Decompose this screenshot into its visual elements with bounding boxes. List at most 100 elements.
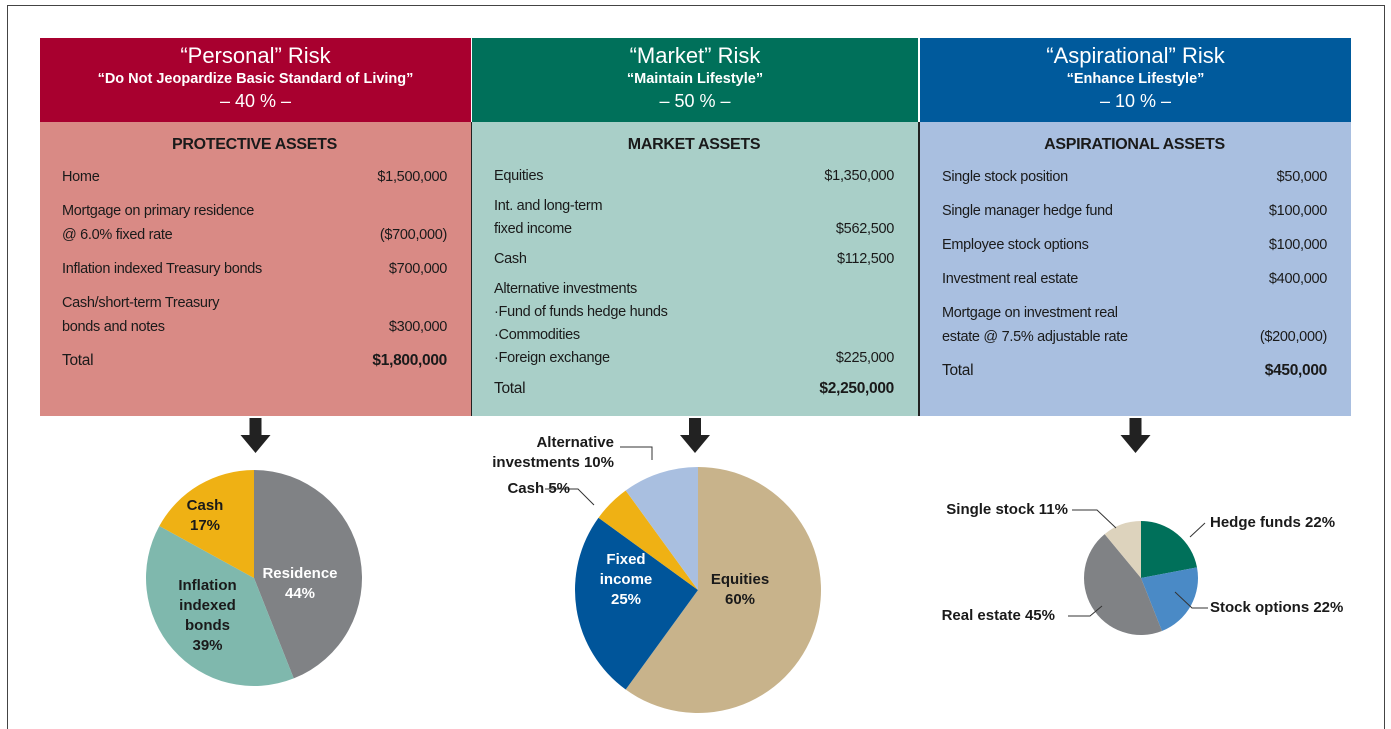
asset-label: Int. and long-term: [494, 198, 603, 214]
asset-label: Employee stock options: [942, 237, 1089, 253]
asset-row: Investment real estate $400,000: [942, 267, 1327, 301]
asset-value: $450,000: [1264, 362, 1328, 379]
asset-label-block: Alternative investments ·Fund of funds he…: [494, 278, 668, 370]
asset-value: $112,500: [836, 251, 894, 267]
leader-line: [1189, 522, 1206, 538]
asset-label-block: Investment real estate: [942, 267, 1078, 291]
slice-name: Cash: [186, 497, 224, 514]
slice-percent: 10%: [583, 454, 614, 471]
asset-label-block: Total: [494, 377, 526, 400]
leader-line: [1072, 509, 1117, 529]
pie-slice: [1141, 521, 1197, 578]
pie-slice: [254, 470, 362, 679]
asset-row: Total $2,250,000: [494, 377, 894, 407]
arrow-head: [680, 435, 710, 453]
arrow-shaft: [689, 418, 701, 436]
leader-line: [1174, 591, 1208, 609]
asset-value: $50,000: [1276, 169, 1328, 185]
slice-name: Hedge funds: [1210, 514, 1301, 531]
slice-percent: 25%: [610, 591, 642, 608]
slice-name: Single stock: [946, 501, 1035, 518]
asset-label: Cash/short-term Treasury: [62, 295, 220, 311]
slice-percent: 22%: [1313, 599, 1344, 616]
column-header: “Aspirational” Risk “Enhance Lifestyle” – …: [920, 38, 1351, 122]
pie-slice: [1104, 521, 1141, 578]
asset-label: Mortgage on investment real: [942, 305, 1118, 321]
header-title: “Aspirational” Risk: [1046, 43, 1225, 68]
asset-label: ·Commodities: [494, 327, 580, 343]
pie-slice: [159, 470, 254, 578]
asset-row: Total $1,800,000: [62, 349, 447, 383]
slice-label: Residence 44%: [255, 564, 345, 604]
slice-label: Cash 5%: [480, 479, 570, 499]
asset-label: ·Foreign exchange: [494, 350, 610, 366]
column-body: MARKET ASSETS Equities $1,350,000 Int. and …: [472, 122, 918, 416]
asset-row: Alternative investments ·Fund of funds he…: [494, 278, 894, 377]
slice-label: Cash 17%: [170, 496, 240, 536]
asset-row: Single stock position $50,000: [942, 165, 1327, 199]
slice-percent: 39%: [192, 637, 223, 654]
slice-label: Equities 60%: [695, 570, 785, 610]
header-title: “Personal” Risk: [180, 43, 331, 68]
asset-label: @ 6.0% fixed rate: [62, 227, 173, 243]
slice-label: Stock options 22%: [1210, 598, 1360, 618]
asset-row: Single manager hedge fund $100,000: [942, 199, 1327, 233]
slice-percent: 60%: [724, 591, 756, 608]
asset-label-block: Mortgage on primary residence @ 6.0% fixe…: [62, 199, 254, 247]
slice-name: Alternative investments: [492, 434, 614, 471]
asset-label-block: Equities: [494, 165, 543, 188]
asset-label: Single manager hedge fund: [942, 203, 1113, 219]
column: “Personal” Risk “Do Not Jeopardize Basic …: [40, 38, 471, 416]
slice-percent: 45%: [1024, 607, 1055, 624]
asset-label: Total: [942, 362, 974, 379]
header-subtitle: “Enhance Lifestyle”: [1066, 71, 1205, 87]
asset-value: $1,500,000: [377, 169, 447, 185]
leader-line: [620, 446, 653, 460]
slice-percent: 22%: [1305, 514, 1336, 531]
column: “Aspirational” Risk “Enhance Lifestyle” – …: [920, 38, 1351, 416]
asset-row: Total $450,000: [942, 359, 1327, 393]
asset-row: Home $1,500,000: [62, 165, 447, 199]
asset-label: ·Fund of funds hedge hunds: [494, 304, 668, 320]
slice-name: Equities: [710, 571, 770, 588]
column-body: ASPIRATIONAL ASSETS Single stock position…: [920, 122, 1351, 416]
asset-label-block: Int. and long-term fixed income: [494, 195, 603, 241]
column-header: “Market” Risk “Maintain Lifestyle” – 50 % …: [472, 38, 918, 122]
asset-label-block: Total: [62, 349, 94, 373]
header-title: “Market” Risk: [629, 43, 761, 68]
asset-row: Inflation indexed Treasury bonds $700,000: [62, 257, 447, 291]
asset-label: Home: [62, 169, 100, 185]
slice-name: Fixed income: [599, 551, 653, 588]
asset-label: Investment real estate: [942, 271, 1079, 287]
asset-value: $2,250,000: [819, 380, 894, 397]
asset-value: $100,000: [1268, 203, 1327, 219]
header-share: – 50 % –: [659, 91, 731, 111]
slice-name: Inflation indexed bonds: [178, 577, 237, 634]
header-share: – 10 % –: [1099, 91, 1172, 111]
slice-label: Inflation indexed bonds 39%: [160, 576, 255, 656]
slice-percent: 5%: [548, 480, 570, 497]
slice-name: Stock options: [1210, 599, 1310, 616]
section-title: PROTECTIVE ASSETS: [171, 136, 337, 153]
asset-row: Cash $112,500: [494, 248, 894, 278]
column: “Market” Risk “Maintain Lifestyle” – 50 % …: [472, 38, 918, 416]
asset-value: $562,500: [835, 221, 894, 237]
slice-percent: 11%: [1038, 501, 1068, 518]
slice-label: Alternative investments 10%: [478, 433, 614, 473]
asset-value: $100,000: [1268, 237, 1327, 253]
asset-label-block: Cash/short-term Treasury bonds and notes: [62, 291, 219, 339]
pie-slice: [598, 490, 698, 590]
header-share: – 40 % –: [219, 91, 292, 111]
asset-value: ($700,000): [379, 227, 447, 243]
slice-percent: 44%: [284, 585, 316, 602]
asset-label: estate @ 7.5% adjustable rate: [942, 329, 1128, 345]
asset-label-block: Home: [62, 165, 100, 189]
slice-label: Real estate 45%: [920, 606, 1055, 626]
asset-value: $1,800,000: [372, 352, 447, 369]
pie-slice: [625, 467, 821, 713]
asset-label: fixed income: [494, 221, 572, 237]
slice-name: Residence: [262, 565, 338, 582]
asset-row: Mortgage on primary residence @ 6.0% fixe…: [62, 199, 447, 257]
asset-label-block: Mortgage on investment real estate @ 7.5%…: [942, 301, 1128, 349]
